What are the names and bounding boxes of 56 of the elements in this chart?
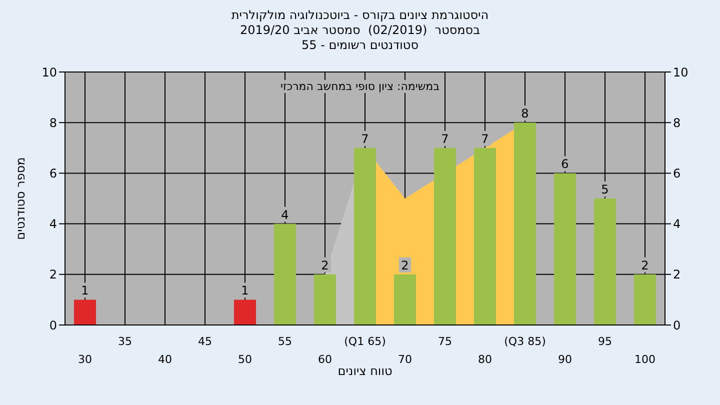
bar [394, 274, 416, 325]
bar [314, 274, 336, 325]
x-axis-title: טווח ציונים [338, 364, 392, 378]
y-tick-label: 2 [49, 268, 57, 282]
bar [634, 274, 656, 325]
data-label: 2 [321, 258, 329, 272]
bar [274, 224, 296, 325]
bar [594, 198, 616, 325]
x-tick-label: 80 [478, 353, 492, 366]
y-tick-label: 8 [49, 116, 57, 130]
data-label: 8 [521, 106, 529, 121]
y2-tick-label: 2 [673, 268, 681, 282]
y2-tick-label: 0 [673, 318, 681, 332]
chart-title: היסטוגרמת ציונים בקורס - ביוטכנולוגיה מולקולרית [230, 8, 490, 23]
x-tick-label: 60 [318, 353, 332, 366]
y2-tick-label: 4 [673, 217, 681, 232]
data-label: 7 [361, 132, 369, 146]
x-tick-label: 95 [598, 335, 612, 348]
x-tick-label: 50 [238, 353, 252, 366]
annotation: במשימה: ציון סופי במחשב המרכזי [277, 80, 442, 93]
y2-tick-label: 6 [673, 166, 681, 180]
bar [74, 300, 96, 325]
x-tick-label: 45 [198, 335, 212, 348]
bar [554, 173, 576, 325]
y-axis-title: מספר סטודנטים [13, 157, 28, 240]
bar [234, 300, 256, 325]
data-label: 7 [481, 132, 489, 146]
data-label: 2 [641, 258, 649, 272]
data-label: 4 [281, 208, 289, 222]
y2-tick-label: 8 [673, 116, 681, 130]
data-label: 7 [441, 132, 449, 146]
data-label: 1 [81, 284, 89, 298]
data-label: 2 [401, 258, 409, 272]
x-tick-label: 90 [558, 353, 572, 366]
bar [434, 148, 456, 325]
x-tick-label: 100 [634, 353, 656, 366]
x-tick-label: 40 [158, 353, 172, 366]
x-tick-label: 55 [278, 335, 292, 348]
bar [514, 122, 536, 325]
x-tick-label: (Q1 65) [344, 335, 386, 348]
y-tick-label: 6 [49, 166, 57, 180]
y-tick-label: 10 [42, 65, 57, 80]
bar [474, 148, 496, 325]
x-tick-label: 70 [398, 353, 412, 366]
y2-tick-label: 10 [673, 65, 688, 80]
x-tick-label: 75 [438, 335, 452, 348]
bar [354, 148, 376, 325]
x-tick-label: 35 [118, 335, 132, 348]
data-label: 5 [601, 182, 609, 196]
data-label: 6 [561, 157, 569, 172]
y-tick-label: 0 [49, 318, 57, 332]
x-tick-label: 30 [78, 353, 92, 366]
data-label: 1 [241, 284, 249, 298]
chart-subtitle: בסמסטר (02/2019) סמסטר אביב 2019/20 סטודנטים רשומים - 55 [238, 23, 482, 53]
x-tick-label: (Q3 85) [504, 335, 546, 348]
y-tick-label: 4 [49, 217, 57, 232]
